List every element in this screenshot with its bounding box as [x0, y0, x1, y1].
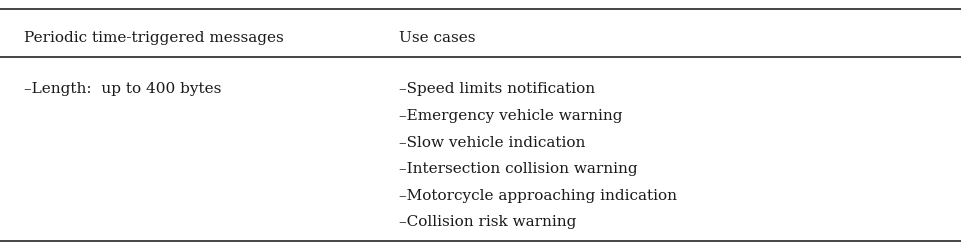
Text: Periodic time-triggered messages: Periodic time-triggered messages	[24, 31, 283, 45]
Text: –Motorcycle approaching indication: –Motorcycle approaching indication	[399, 189, 677, 203]
Text: –Length:  up to 400 bytes: –Length: up to 400 bytes	[24, 82, 221, 96]
Text: –Collision risk warning: –Collision risk warning	[399, 215, 576, 229]
Text: –Emergency vehicle warning: –Emergency vehicle warning	[399, 109, 622, 123]
Text: –Intersection collision warning: –Intersection collision warning	[399, 162, 637, 176]
Text: –Speed limits notification: –Speed limits notification	[399, 82, 595, 96]
Text: –Slow vehicle indication: –Slow vehicle indication	[399, 136, 585, 150]
Text: Use cases: Use cases	[399, 31, 476, 45]
